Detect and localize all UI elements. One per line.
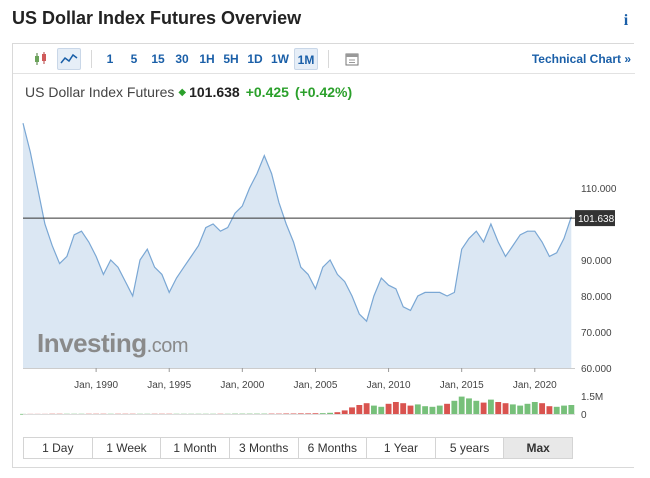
volume-bar: [400, 403, 407, 414]
range-selector: 1 Day 1 Week 1 Month 3 Months 6 Months 1 Year…: [23, 437, 573, 459]
last-price: 101.638: [189, 84, 240, 100]
volume-bar: [495, 402, 502, 414]
volume-bar: [334, 412, 341, 414]
candlestick-icon[interactable]: [33, 48, 49, 70]
volume-bar: [568, 405, 575, 414]
volume-bar: [312, 413, 319, 415]
volume-bar: [487, 399, 494, 414]
y-tick-label: 80.000: [581, 292, 612, 303]
toolbar-separator: [328, 50, 329, 68]
volume-tick-label: 1.5M: [581, 392, 603, 403]
toolbar-separator: [91, 50, 92, 68]
page-title: US Dollar Index Futures Overview: [12, 8, 302, 28]
price-area: [23, 123, 572, 368]
price-change-percent: (+0.42%): [294, 84, 353, 100]
watermark-suffix: .com: [147, 335, 188, 357]
volume-bar: [436, 405, 443, 414]
volume-bar: [385, 403, 392, 414]
interval-15[interactable]: 15: [151, 52, 165, 66]
y-tick-label: 60.000: [581, 364, 612, 375]
volume-bar: [429, 406, 436, 414]
interval-1m[interactable]: 1M: [294, 48, 318, 70]
interval-1d[interactable]: 1D: [247, 52, 263, 66]
x-tick-label: Jan, 2015: [440, 380, 484, 391]
x-tick-label: Jan, 2020: [513, 380, 557, 391]
range-max[interactable]: Max: [504, 438, 572, 458]
interval-1h[interactable]: 1H: [199, 52, 215, 66]
range-1-week[interactable]: 1 Week: [92, 438, 162, 458]
volume-bar: [297, 413, 304, 415]
volume-bar: [509, 404, 516, 414]
volume-bar: [531, 402, 538, 414]
volume-bar: [283, 413, 290, 415]
volume-bar: [363, 403, 370, 414]
price-change: +0.425: [245, 84, 289, 100]
volume-bar: [349, 407, 355, 414]
volume-bar: [341, 410, 348, 414]
volume-bar: [553, 406, 560, 414]
volume-bar: [480, 402, 487, 414]
chart-widget: 1 5 15 30 1H 5H 1D 1W 1M Technical Chart…: [12, 43, 635, 468]
range-3-months[interactable]: 3 Months: [229, 438, 299, 458]
volume-bar: [473, 400, 480, 414]
x-tick-label: Jan, 1995: [147, 380, 191, 391]
quote-header: US Dollar Index Futures ◆ 101.638 +0.425 (+0…: [25, 84, 358, 100]
x-tick-label: Jan, 1990: [74, 380, 118, 391]
interval-5[interactable]: 5: [130, 52, 138, 66]
volume-bar: [356, 405, 363, 414]
chart-toolbar: 1 5 15 30 1H 5H 1D 1W 1M Technical Chart…: [13, 44, 635, 74]
volume-bar: [458, 396, 465, 414]
interval-5h[interactable]: 5H: [223, 52, 239, 66]
volume-bar: [378, 406, 385, 414]
volume-bar: [444, 403, 450, 414]
range-6-months[interactable]: 6 Months: [298, 438, 368, 458]
volume-bar: [319, 413, 326, 414]
range-1-year[interactable]: 1 Year: [367, 438, 436, 458]
instrument-name: US Dollar Index Futures: [25, 84, 175, 100]
current-price-label-bg: [575, 210, 615, 227]
volume-bar: [392, 402, 399, 414]
watermark-brand: Investing: [37, 328, 147, 358]
volume-bar: [561, 405, 567, 414]
x-tick-label: Jan, 2000: [220, 380, 264, 391]
volume-tick-label: 0: [581, 410, 587, 421]
interval-30[interactable]: 30: [175, 52, 189, 66]
info-icon[interactable]: i: [623, 12, 629, 29]
x-tick-label: Jan, 2010: [367, 380, 411, 391]
volume-bar: [290, 413, 297, 415]
volume-bar: [451, 400, 458, 414]
technical-chart-link[interactable]: Technical Chart »: [531, 52, 631, 66]
volume-bar: [407, 405, 414, 414]
volume-bar: [422, 406, 429, 414]
calendar-icon[interactable]: [343, 48, 361, 70]
interval-1[interactable]: 1: [106, 52, 114, 66]
volume-bar: [466, 398, 472, 414]
price-chart[interactable]: Investing.com 101.638 110.000 90.000 80.000 7…: [13, 106, 635, 428]
volume-bar: [524, 403, 531, 414]
area-chart-icon[interactable]: [57, 48, 81, 70]
range-1-month[interactable]: 1 Month: [161, 438, 230, 458]
y-tick-label: 90.000: [581, 256, 612, 267]
volume-bar: [502, 403, 509, 414]
range-5-years[interactable]: 5 years: [435, 438, 505, 458]
volume-bar: [517, 405, 524, 414]
range-1-day[interactable]: 1 Day: [24, 438, 93, 458]
interval-1w[interactable]: 1W: [271, 52, 289, 66]
current-price-label: 101.638: [578, 214, 615, 225]
y-tick-label: 70.000: [581, 328, 612, 339]
y-tick-label: 110.000: [581, 184, 617, 195]
volume-bar: [546, 406, 553, 414]
up-arrow-icon: ◆: [178, 87, 187, 98]
volume-bar: [327, 412, 333, 414]
volume-bar: [414, 404, 421, 414]
volume-bar: [305, 413, 312, 415]
investing-watermark: Investing.com: [37, 328, 188, 358]
volume-bar: [371, 405, 377, 414]
price-line: [22, 123, 572, 323]
x-tick-label: Jan, 2005: [293, 380, 337, 391]
volume-bar: [539, 403, 546, 414]
